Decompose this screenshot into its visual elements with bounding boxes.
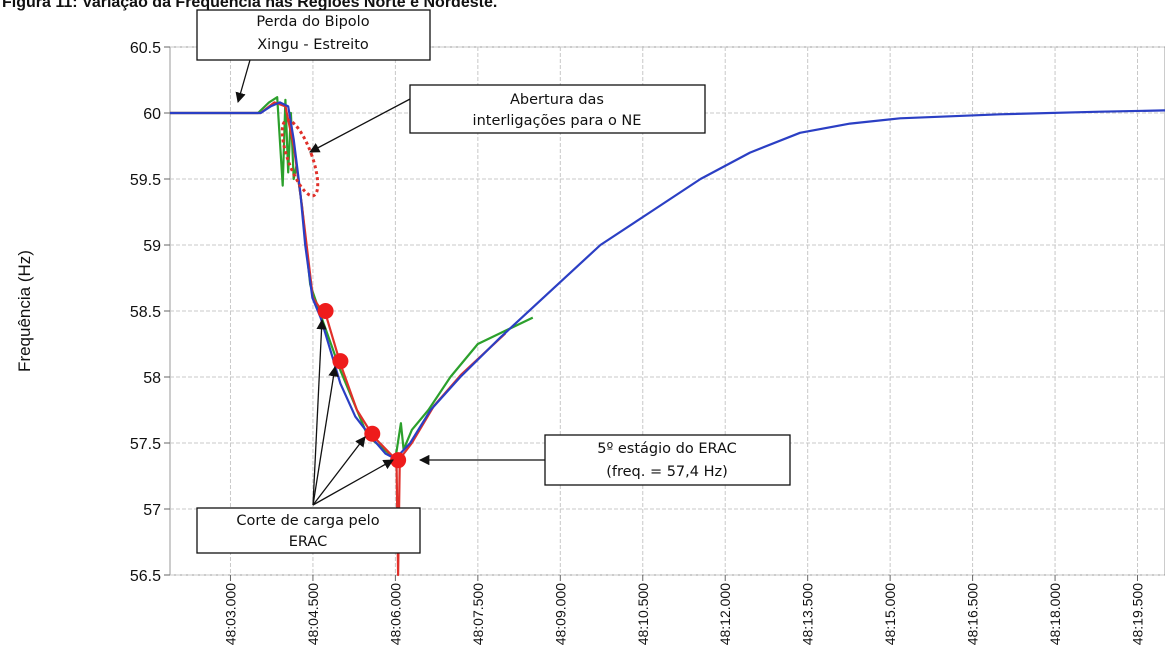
- x-tick-label: 48:09.000: [552, 583, 568, 645]
- arrow: [235, 59, 251, 103]
- x-tick-label: 48:06.000: [387, 583, 403, 645]
- event-marker: [332, 353, 349, 370]
- y-tick-label: 56.5: [130, 568, 161, 585]
- annotation-box: [544, 434, 791, 486]
- annotation: Xingu - Estreito: [257, 37, 369, 53]
- y-tick-label: 58.5: [130, 304, 161, 321]
- arrow: [312, 459, 394, 506]
- x-tick-label: 48:12.000: [717, 583, 733, 645]
- annotation: Perda do Bipolo: [256, 14, 369, 30]
- annotation: Abertura das: [510, 92, 604, 108]
- x-tick-label: 48:07.500: [470, 583, 486, 645]
- arrow: [312, 365, 339, 506]
- annotation: Corte de carga pelo: [236, 513, 379, 529]
- x-tick-label: 48:04.500: [305, 583, 321, 645]
- highlight-ellipse: [280, 118, 320, 198]
- annotation-box: [196, 9, 431, 61]
- x-tick-label: 48:16.500: [965, 583, 981, 645]
- arrow: [309, 97, 413, 153]
- y-tick-label: 59: [143, 238, 161, 255]
- annotation-box: [409, 84, 706, 134]
- y-tick-label: 57.5: [130, 436, 161, 453]
- x-tick-label: 48:10.500: [635, 583, 651, 645]
- y-tick-label: 59.5: [130, 172, 161, 189]
- x-tick-label: 48:15.000: [882, 583, 898, 645]
- series-line: [170, 96, 534, 460]
- annotation: interligações para o NE: [473, 113, 642, 129]
- arrow: [312, 436, 366, 506]
- y-tick-label: 60.5: [130, 40, 161, 57]
- annotation: ERAC: [289, 534, 327, 550]
- x-tick-label: 48:19.500: [1130, 583, 1146, 645]
- event-marker: [364, 425, 381, 442]
- annotation: (freq. = 57,4 Hz): [606, 464, 728, 480]
- event-marker: [317, 303, 334, 319]
- x-tick-label: 48:18.000: [1047, 583, 1063, 645]
- annotations: [196, 9, 791, 554]
- plot: [170, 96, 1165, 577]
- annotation-box: [196, 507, 421, 554]
- arrow: [312, 318, 327, 506]
- x-tick-label: 48:13.500: [800, 583, 816, 645]
- y-axis-label: Frequência (Hz): [15, 250, 34, 372]
- y-tick-label: 57: [143, 502, 161, 519]
- x-tick-label: 48:03.000: [222, 583, 238, 645]
- y-tick-label: 58: [143, 370, 161, 387]
- event-marker: [390, 452, 407, 469]
- chart-title: Figura 11: Variação da Frequência nas Re…: [2, 0, 497, 11]
- series-line: [170, 101, 507, 577]
- annotation: 5º estágio do ERAC: [597, 441, 737, 457]
- y-tick-label: 60: [143, 106, 161, 123]
- grid: 56.5 57 57.5 58 58.5 59 59.5 60 60.5 48:03.000 48:…: [130, 40, 1165, 645]
